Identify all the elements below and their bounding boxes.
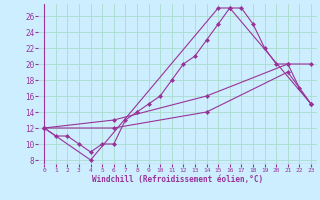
X-axis label: Windchill (Refroidissement éolien,°C): Windchill (Refroidissement éolien,°C) — [92, 175, 263, 184]
